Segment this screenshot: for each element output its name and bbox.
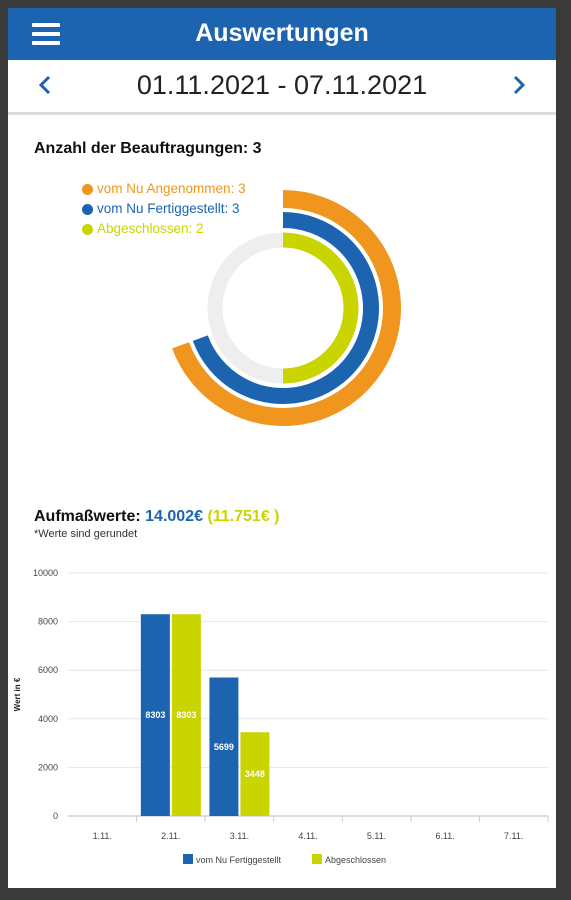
x-tick-label: 1.11. <box>93 831 112 841</box>
orders-count-title: Anzahl der Beauftragungen: 3 <box>34 140 262 157</box>
bar-value-label: 3448 <box>245 769 265 779</box>
legend-item-closed[interactable]: Abgeschlossen: 2 <box>82 219 246 239</box>
y-axis-label: Wert in € <box>13 677 22 711</box>
y-tick-label: 6000 <box>38 665 58 675</box>
legend-label: Abgeschlossen <box>325 855 386 865</box>
legend-item-completed[interactable]: vom Nu Fertiggestellt: 3 <box>82 199 246 219</box>
hamburger-icon[interactable] <box>32 23 60 45</box>
orders-legend: vom Nu Angenommen: 3 vom Nu Fertiggestel… <box>82 179 246 239</box>
measure-closed-value: (11.751€ ) <box>207 508 280 525</box>
y-tick-label: 8000 <box>38 617 58 627</box>
ring-abgeschlossen <box>282 232 359 384</box>
x-tick-label: 3.11. <box>230 831 249 841</box>
legend-swatch <box>183 854 193 864</box>
bar <box>209 677 239 816</box>
y-tick-label: 2000 <box>38 762 58 772</box>
ring-vom-nu-fertiggestellt <box>192 212 379 404</box>
app-screen: Auswertungen 01.11.2021 - 07.11.2021 Anz… <box>8 8 556 888</box>
chevron-left-icon[interactable] <box>30 70 60 100</box>
legend-dot <box>82 203 93 215</box>
x-tick-label: 4.11. <box>298 831 317 841</box>
bar <box>171 614 201 816</box>
legend-label: Abgeschlossen: 2 <box>97 221 204 236</box>
x-tick-label: 2.11. <box>161 831 180 841</box>
legend-dot <box>82 223 93 235</box>
legend-label: vom Nu Fertiggestellt: 3 <box>97 201 240 216</box>
orders-ring-chart <box>172 190 401 426</box>
rounding-note: *Werte sind gerundet <box>34 528 138 540</box>
ring-vom-nu-angenommen <box>172 190 401 426</box>
legend-label: vom Nu Angenommen: 3 <box>97 181 246 196</box>
measure-title-prefix: Aufmaßwerte: <box>34 508 141 525</box>
chevron-right-icon[interactable] <box>504 70 534 100</box>
bar-value-label: 5699 <box>214 742 234 752</box>
legend-dot <box>82 183 93 195</box>
app-bar: Auswertungen <box>8 8 556 60</box>
date-navigation: 01.11.2021 - 07.11.2021 <box>8 60 556 115</box>
legend-item-accepted[interactable]: vom Nu Angenommen: 3 <box>82 179 246 199</box>
bar <box>140 614 170 816</box>
legend-label: vom Nu Fertiggestellt <box>196 855 282 865</box>
measure-bar-chart: 0 2000 4000 6000 8000 10000 Wert in € 1.11. 2.11… <box>13 568 549 865</box>
page-title: Auswertungen <box>195 19 369 47</box>
x-tick-label: 6.11. <box>435 831 454 841</box>
bar-value-label: 8303 <box>145 710 165 720</box>
bar <box>240 732 270 816</box>
measure-total-value: 14.002€ <box>145 508 203 525</box>
measure-values-title: Aufmaßwerte: 14.002€ (11.751€ ) <box>34 508 280 526</box>
bar-value-label: 8303 <box>176 710 196 720</box>
y-tick-label: 10000 <box>33 568 58 578</box>
x-tick-label: 5.11. <box>367 831 386 841</box>
legend-swatch <box>312 854 322 864</box>
y-tick-label: 0 <box>53 811 58 821</box>
y-tick-label: 4000 <box>38 714 58 724</box>
date-range: 01.11.2021 - 07.11.2021 <box>136 70 428 100</box>
x-tick-label: 7.11. <box>504 831 523 841</box>
